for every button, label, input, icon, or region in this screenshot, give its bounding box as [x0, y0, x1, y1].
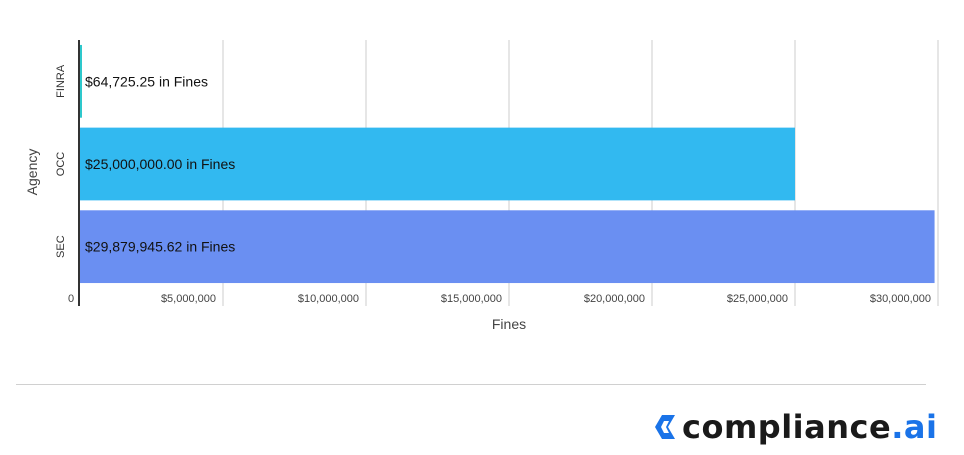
data-label-sec: $29,879,945.62 in Fines: [85, 239, 235, 255]
compliance-ai-logo: compliance.ai: [648, 402, 937, 452]
logo-suffix: .ai: [891, 408, 938, 446]
data-labels: $64,725.25 in Fines $25,000,000.00 in Fin…: [85, 73, 235, 254]
category-label-finra: FINRA: [55, 64, 67, 98]
y-axis-title: Agency: [24, 149, 40, 196]
chevron-icon: [655, 415, 675, 439]
bar-sec: [80, 210, 935, 284]
bars: [80, 44, 935, 284]
logo-wordmark: compliance.ai: [682, 411, 937, 443]
data-label-occ: $25,000,000.00 in Fines: [85, 156, 235, 172]
x-tick-label: $5,000,000: [161, 293, 216, 305]
x-tick-label: $25,000,000: [727, 293, 788, 305]
footer-divider: [16, 384, 926, 385]
category-label-occ: OCC: [55, 152, 67, 177]
x-tick-label: 0: [68, 293, 74, 305]
category-label-sec: SEC: [55, 235, 67, 258]
x-tick-label: $30,000,000: [870, 293, 931, 305]
bar-chart: 0 $5,000,000 $10,000,000 $15,000,000 $20,000…: [24, 40, 939, 332]
bar-finra: [80, 44, 82, 118]
data-label-finra: $64,725.25 in Fines: [85, 73, 208, 89]
x-tick-label: $15,000,000: [441, 293, 502, 305]
category-labels: FINRA OCC SEC: [55, 64, 67, 258]
x-tick-labels: 0 $5,000,000 $10,000,000 $15,000,000 $20,000…: [68, 293, 931, 305]
x-tick-label: $10,000,000: [298, 293, 359, 305]
bar-occ: [80, 127, 795, 201]
x-axis-title: Fines: [492, 316, 526, 332]
x-tick-label: $20,000,000: [584, 293, 645, 305]
logo-text: compliance: [682, 408, 892, 446]
